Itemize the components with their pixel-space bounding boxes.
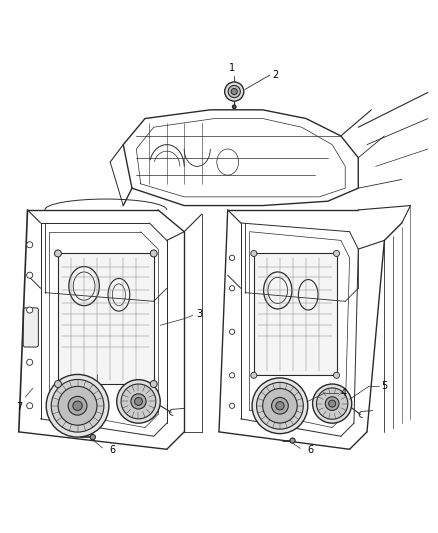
Circle shape [27,241,33,248]
FancyBboxPatch shape [23,308,39,347]
Circle shape [272,398,288,414]
Circle shape [58,386,97,425]
Text: 4: 4 [340,387,346,398]
Text: 5: 5 [381,381,387,391]
Circle shape [257,382,304,429]
Text: 2: 2 [272,70,279,80]
Circle shape [328,400,336,407]
FancyBboxPatch shape [58,254,154,384]
Circle shape [230,373,235,378]
Circle shape [90,434,95,440]
Text: 1: 1 [229,62,235,72]
Circle shape [27,307,33,313]
Circle shape [51,379,104,432]
Text: 6: 6 [110,445,116,455]
Circle shape [27,403,33,409]
Circle shape [54,250,61,257]
Circle shape [276,401,284,410]
Circle shape [225,82,244,101]
FancyBboxPatch shape [254,254,336,375]
Circle shape [252,378,308,434]
Circle shape [134,398,142,405]
Circle shape [150,250,157,257]
Circle shape [150,381,157,387]
Circle shape [251,251,257,256]
Circle shape [333,372,339,378]
Circle shape [233,105,236,109]
Circle shape [333,251,339,256]
Circle shape [325,397,339,410]
Circle shape [230,286,235,291]
Circle shape [228,85,240,98]
Circle shape [68,397,87,415]
Circle shape [230,329,235,334]
Circle shape [290,438,295,443]
Text: 6: 6 [307,445,314,455]
Circle shape [313,384,352,423]
Circle shape [27,359,33,365]
Text: 3: 3 [196,309,202,319]
Circle shape [117,379,160,423]
Circle shape [230,255,235,261]
Circle shape [54,381,61,387]
Circle shape [263,389,297,423]
Circle shape [121,384,156,419]
Text: 7: 7 [17,402,23,411]
Circle shape [131,394,146,409]
Circle shape [251,372,257,378]
Circle shape [27,272,33,278]
Circle shape [317,388,348,419]
Circle shape [73,401,82,410]
Circle shape [46,375,109,437]
Circle shape [230,403,235,408]
Circle shape [231,88,237,94]
